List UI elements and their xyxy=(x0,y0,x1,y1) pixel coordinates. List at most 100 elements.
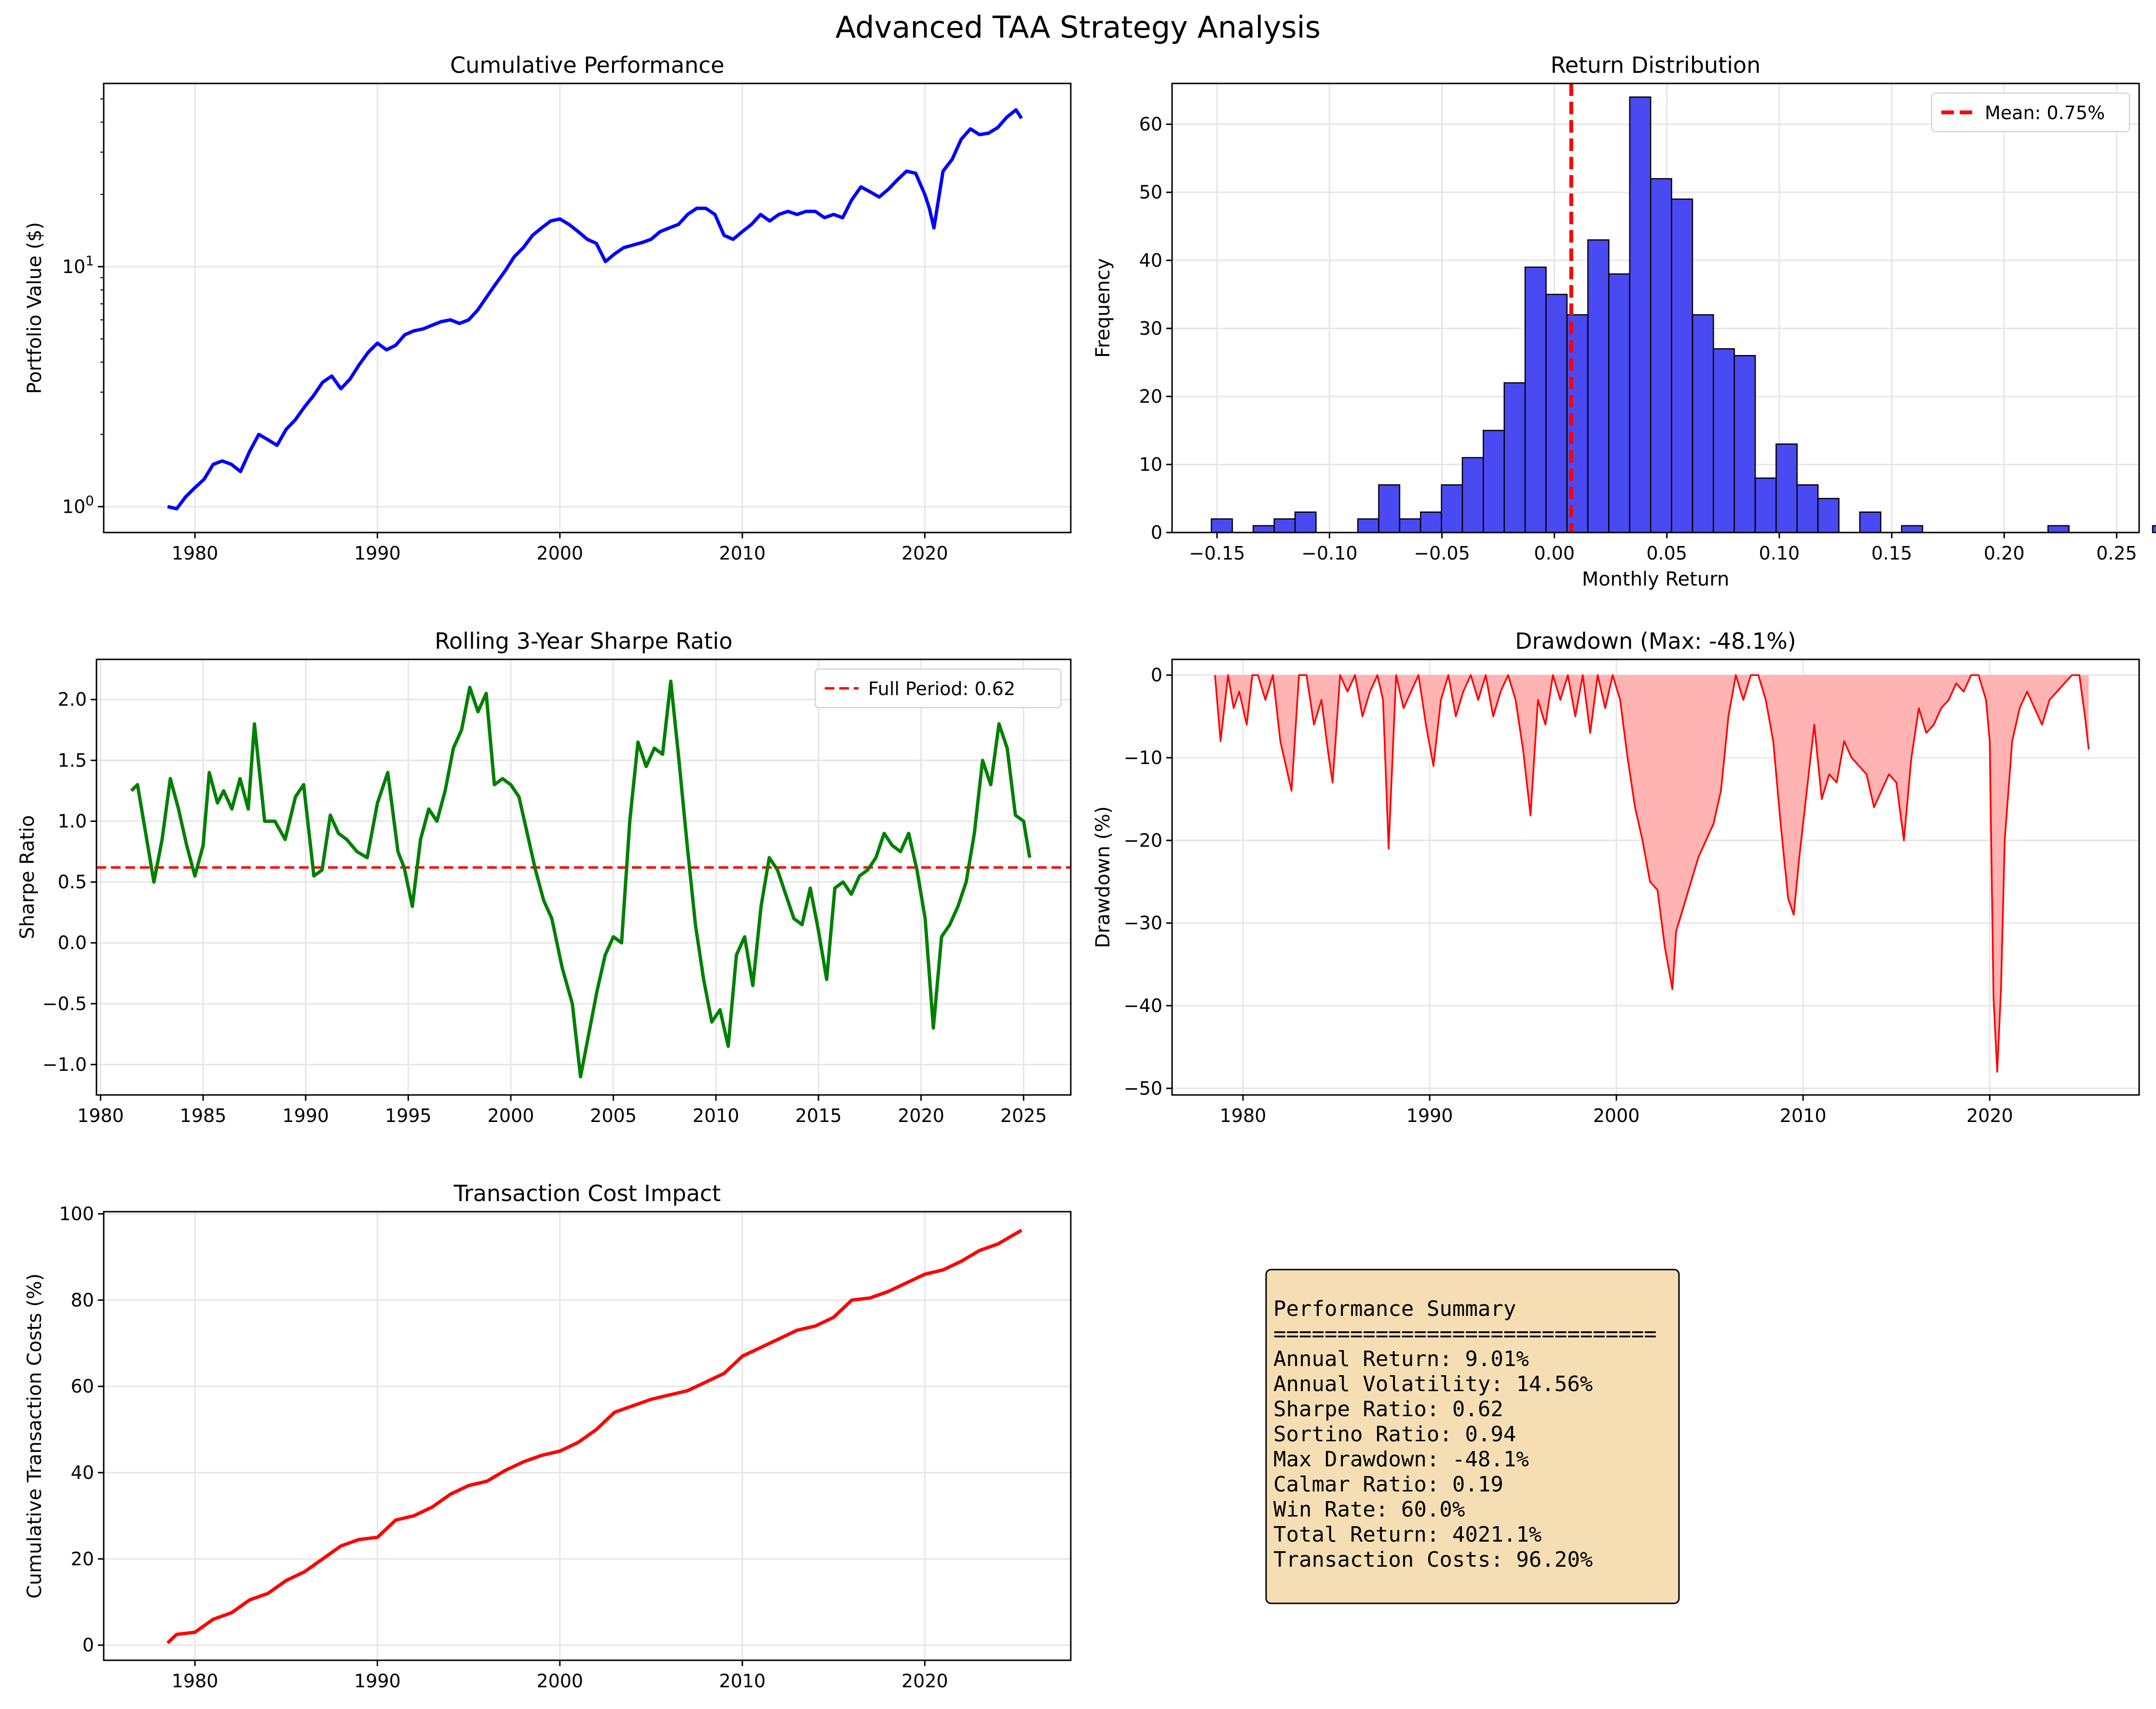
plot-area xyxy=(1214,674,2090,1073)
histogram-bar xyxy=(1754,477,1777,533)
y-tick-label: 1.5 xyxy=(58,750,87,771)
y-tick-label: 1.0 xyxy=(58,810,87,832)
y-tick-label: −20 xyxy=(1124,830,1162,851)
summary-line: Total Return: 4021.1% xyxy=(1273,1522,1542,1547)
x-tick-label: 1995 xyxy=(385,1105,432,1126)
y-tick-label: 40 xyxy=(71,1462,94,1483)
y-tick-label: −0.5 xyxy=(42,993,87,1014)
summary-line: Max Drawdown: -48.1% xyxy=(1273,1447,1529,1472)
axes-title: Transaction Cost Impact xyxy=(453,1180,721,1206)
axes-frame xyxy=(1171,658,2140,1096)
x-tick-label: 2025 xyxy=(1000,1105,1047,1126)
x-tick-label: 0.15 xyxy=(1871,543,1912,564)
histogram-bar xyxy=(1441,484,1463,533)
panel-rolling-sharpe: 1980 1985 1990 1995 2000 2005 2010 2015 2020 2025… xyxy=(16,628,1072,1126)
plot-area xyxy=(96,679,1071,1079)
y-axis-label: Drawdown (%) xyxy=(1092,806,1114,948)
legend-box xyxy=(1931,93,2130,132)
y-tick-label: 100 xyxy=(62,492,94,517)
x-tick-label: 1990 xyxy=(1406,1105,1453,1126)
y-tick-label: 60 xyxy=(1139,114,1162,135)
legend-box xyxy=(815,669,1062,708)
histogram-bar xyxy=(1399,518,1421,533)
axes-frame xyxy=(96,658,1072,1096)
x-tick-label: 2000 xyxy=(488,1105,534,1126)
summary-line: Transaction Costs: 96.20% xyxy=(1273,1547,1593,1572)
x-tick-label: 1990 xyxy=(354,1670,401,1692)
histogram-bar xyxy=(1713,348,1735,533)
y-tick-label: −10 xyxy=(1124,747,1162,768)
y-tick-label: 20 xyxy=(1139,386,1162,407)
x-tick-label: 1980 xyxy=(172,1670,218,1692)
x-tick-label: 2000 xyxy=(536,543,583,564)
plot-area xyxy=(166,1229,1023,1644)
histogram-bar xyxy=(1796,484,1819,533)
x-tick-label: 2020 xyxy=(901,1670,948,1692)
y-tick-label: 80 xyxy=(71,1289,94,1311)
histogram-bar xyxy=(1859,511,1882,533)
histogram-bar xyxy=(1608,273,1631,533)
x-tick-label: 2010 xyxy=(693,1105,739,1126)
x-tick-label: 2020 xyxy=(1966,1105,2013,1126)
x-tick-label: 2000 xyxy=(536,1670,583,1692)
axes-title: Drawdown (Max: -48.1%) xyxy=(1515,628,1796,654)
histogram-bar xyxy=(1629,96,1651,533)
histogram-bar xyxy=(1775,443,1798,533)
y-tick-label: 10 xyxy=(1139,454,1162,475)
x-tick-label: 2015 xyxy=(795,1105,842,1126)
grid xyxy=(96,659,1071,1095)
grid xyxy=(104,1212,1071,1660)
summary-line: Sortino Ratio: 0.94 xyxy=(1273,1422,1516,1447)
y-tick-label: −30 xyxy=(1124,913,1162,934)
x-tick-label: 2005 xyxy=(590,1105,637,1126)
axes-frame xyxy=(103,82,1072,533)
panel-return-distribution: −0.15 −0.10 −0.05 0.00 0.05 0.10 0.15 0.20 0.25 0… xyxy=(1092,52,2156,590)
y-tick-label: 0 xyxy=(82,1635,94,1656)
x-tick-label: −0.15 xyxy=(1189,543,1245,564)
histogram-bar xyxy=(1817,498,1840,533)
legend-label: Full Period: 0.62 xyxy=(868,678,1015,699)
summary-line: Win Rate: 60.0% xyxy=(1273,1497,1465,1522)
histogram-bar xyxy=(1253,525,1275,533)
x-tick-label: −0.10 xyxy=(1301,543,1357,564)
histogram-bar xyxy=(1461,457,1484,533)
y-tick-label: 50 xyxy=(1139,182,1162,203)
x-tick-label: 2010 xyxy=(1780,1105,1827,1126)
axes-title: Rolling 3-Year Sharpe Ratio xyxy=(435,628,732,654)
y-tick-label: 0 xyxy=(1151,665,1162,686)
histogram-bar xyxy=(1294,511,1317,533)
axes-frame xyxy=(1171,82,2140,533)
y-tick-label: 0.5 xyxy=(58,872,87,893)
grid xyxy=(104,83,1071,533)
y-tick-label: 60 xyxy=(71,1376,94,1397)
histogram-bar xyxy=(1503,382,1526,533)
x-tick-label: 0.00 xyxy=(1534,543,1575,564)
legend: Full Period: 0.62 xyxy=(815,669,1062,708)
x-tick-label: 1980 xyxy=(172,543,218,564)
y-tick-label: 2.0 xyxy=(58,689,87,710)
summary-line: Calmar Ratio: 0.19 xyxy=(1273,1472,1503,1497)
x-tick-label: 1985 xyxy=(180,1105,227,1126)
legend-label: Mean: 0.75% xyxy=(1985,102,2105,123)
rolling-sharpe-line xyxy=(130,679,1032,1079)
x-tick-label: 1980 xyxy=(77,1105,124,1126)
y-axis-label: Frequency xyxy=(1092,258,1114,358)
histogram-bar xyxy=(1901,525,1924,533)
summary-line: Annual Volatility: 14.56% xyxy=(1273,1372,1593,1396)
x-tick-label: 2020 xyxy=(898,1105,944,1126)
legend: Mean: 0.75% xyxy=(1931,93,2130,132)
drawdown-line xyxy=(1214,674,2090,1073)
y-tick-label: −50 xyxy=(1124,1078,1162,1099)
y-tick-label: 30 xyxy=(1139,318,1162,339)
summary-line: Sharpe Ratio: 0.62 xyxy=(1273,1397,1503,1422)
panel-drawdown: 1980 1990 2000 2010 2020 0 −10 −20 −30 −40 −50 Draw… xyxy=(1092,628,2140,1126)
histogram-bar xyxy=(1733,355,1756,533)
y-axis-label: Cumulative Transaction Costs (%) xyxy=(24,1273,46,1599)
y-axis-label: Portfolio Value ($) xyxy=(24,222,46,394)
y-tick-label: 20 xyxy=(71,1548,94,1570)
y-tick-label: −1.0 xyxy=(42,1054,87,1075)
histogram-bar xyxy=(1483,430,1505,533)
y-tick-label: 100 xyxy=(59,1203,94,1224)
x-tick-label: 1990 xyxy=(282,1105,329,1126)
